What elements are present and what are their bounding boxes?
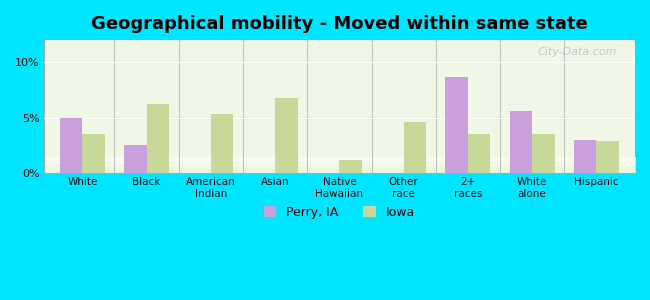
Bar <box>339 160 362 173</box>
Bar <box>211 114 233 173</box>
Bar <box>124 146 147 173</box>
Bar <box>468 134 490 173</box>
Bar <box>532 134 554 173</box>
Bar <box>404 122 426 173</box>
Legend: Perry, IA, Iowa: Perry, IA, Iowa <box>259 201 420 224</box>
Bar <box>597 141 619 173</box>
Text: City-Data.com: City-Data.com <box>538 47 618 57</box>
Bar <box>83 134 105 173</box>
Bar <box>510 111 532 173</box>
Title: Geographical mobility - Moved within same state: Geographical mobility - Moved within sam… <box>91 15 588 33</box>
Bar <box>574 140 597 173</box>
Bar <box>147 104 169 173</box>
Bar <box>445 77 468 173</box>
Bar <box>60 118 83 173</box>
Bar <box>275 98 298 173</box>
